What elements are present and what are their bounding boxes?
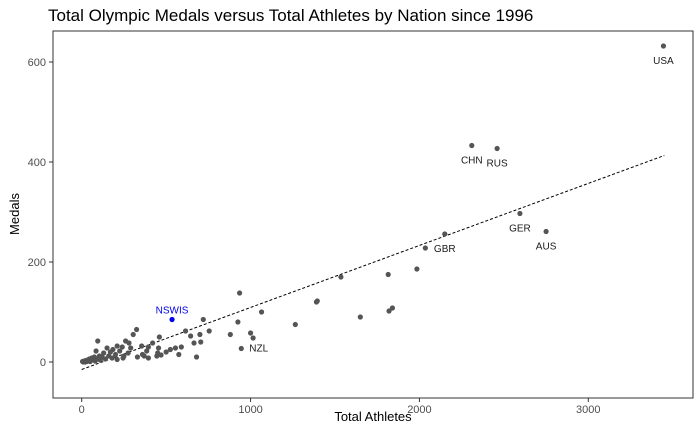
point-label-aus: AUS [536,242,557,253]
data-point [114,356,120,363]
data-point [182,328,189,334]
point-label-chn: CHN [461,156,483,167]
y-tick-label: 0 [40,357,46,369]
data-point [112,351,119,358]
labeled-point-ger [517,210,523,217]
point-label-nswis: NSWIS [156,306,189,317]
data-point [133,326,140,333]
data-point [145,344,152,350]
labeled-point-nswis [169,316,175,323]
labeled-point-gbr [442,231,448,237]
data-point [150,340,156,346]
data-point [414,266,420,272]
labels-layer: USA CHN RUS GER AUS GBR NZL NSWIS [156,56,674,355]
data-point [193,354,200,360]
x-tick-label: 1000 [238,404,262,416]
point-label-gbr: GBR [434,244,456,255]
data-point [114,343,120,349]
data-point [292,321,298,328]
trend-layer [81,155,665,370]
data-point [188,333,194,339]
data-point [154,353,160,359]
data-point [191,340,197,346]
labeled-point-usa [660,43,667,49]
data-point [385,271,391,278]
x-axis-title: Total Athletes [334,409,412,424]
data-point [357,314,363,320]
data-point [178,344,184,350]
data-point [119,344,125,350]
labeled-point-rus [494,145,500,152]
data-point [206,328,212,334]
data-point [145,355,152,361]
data-point [123,338,129,344]
data-point [197,331,203,338]
data-point [95,338,101,344]
point-label-usa: USA [653,56,674,67]
data-point [227,331,233,338]
point-label-rus: RUS [487,159,508,170]
data-point [235,319,241,325]
x-tick-label: 0 [79,404,85,416]
data-point [338,274,344,280]
y-tick-label: 400 [28,157,46,169]
point-label-ger: GER [509,224,531,235]
data-point [172,345,179,351]
data-point [167,346,173,353]
y-tick-label: 600 [28,57,46,69]
data-point [79,358,86,365]
trend-line [81,155,665,370]
labeled-point-chn [469,142,475,149]
data-point [156,334,162,340]
y-axis-title: Medals [7,193,22,235]
labeled-point-aus [543,228,549,235]
data-point [120,355,126,361]
data-point [130,331,136,338]
data-point [422,245,428,251]
data-point [313,299,320,305]
data-point [247,330,254,336]
points-layer [79,43,667,365]
data-point [155,345,162,351]
data-point [258,309,265,315]
data-point [125,350,131,356]
data-point [106,353,112,359]
data-point [236,290,243,296]
data-point [104,345,110,351]
point-label-nzl: NZL [249,344,268,355]
plot-panel [52,30,694,399]
chart-title: Total Olympic Medals versus Total Athlet… [48,6,534,25]
data-point [93,348,99,354]
data-point [134,354,141,360]
y-tick-label: 200 [28,257,46,269]
data-point [101,350,107,356]
data-point [139,343,145,349]
x-tick-label: 2000 [407,404,431,416]
ticks-layer: 0 1000 2000 3000 0 200 400 600 [28,57,601,416]
data-point [176,351,182,358]
labeled-point-nzl [238,345,244,352]
data-point [158,352,164,358]
data-point [107,349,114,355]
data-point [386,308,392,314]
data-point [117,348,123,354]
data-point [144,348,150,354]
data-point [198,339,204,345]
data-point [139,351,146,358]
data-point [200,316,206,323]
x-tick-label: 3000 [576,404,600,416]
data-point [250,335,256,341]
data-point [128,345,134,351]
data-point [389,305,396,311]
data-point [163,349,169,355]
